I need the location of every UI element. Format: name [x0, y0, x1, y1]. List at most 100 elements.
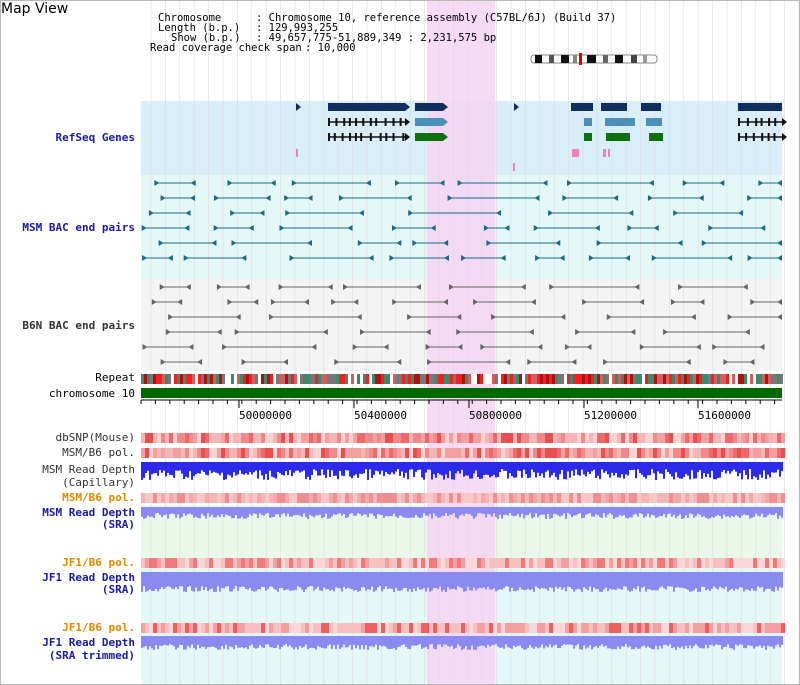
jf1-b6-pol-cell: [277, 623, 281, 633]
jf1-b6-pol-cell: [621, 623, 625, 633]
jf1-sra-depth: [419, 572, 421, 590]
track-label-msm-depth-capillary[interactable]: MSM Read Depth: [42, 463, 135, 476]
msm-capillary-depth: [419, 462, 421, 470]
repeat-element: [753, 374, 756, 384]
msm-sra-depth: [765, 507, 767, 518]
gene-arrow: [514, 103, 519, 111]
msm-capillary-depth: [151, 462, 153, 475]
repeat-element: [255, 374, 258, 384]
jf1-b6-pol-cell: [209, 558, 213, 568]
jf1-b6-pol-cell: [493, 623, 497, 633]
msm-capillary-depth: [489, 462, 491, 478]
show-label: Show (b.p.): [171, 32, 241, 44]
track-label-refseq[interactable]: RefSeq Genes: [55, 131, 135, 144]
jf1-trimmed-depth: [185, 636, 187, 650]
jf1-b6-pol-cell: [445, 558, 449, 568]
repeat-element: [738, 374, 741, 384]
track-label-jf1-depth-sra[interactable]: JF1 Read Depth: [42, 571, 135, 584]
msm-sra-depth: [775, 507, 777, 514]
dbsnp-cell: [273, 433, 277, 443]
jf1-b6-pol-cell: [393, 623, 397, 633]
gene-block: [584, 118, 592, 126]
track-label-jf1-b6-pol-2[interactable]: JF1/B6 pol.: [62, 621, 135, 634]
msm-capillary-depth: [329, 462, 331, 477]
msm-capillary-depth: [271, 462, 273, 477]
repeat-element: [462, 374, 465, 384]
repeat-element: [708, 374, 711, 384]
jf1-sra-depth: [259, 572, 261, 590]
jf1-trimmed-depth: [657, 636, 659, 650]
dbsnp-cell: [189, 433, 193, 443]
msm-capillary-depth: [469, 462, 471, 479]
track-label-msm-b6-pol-2[interactable]: MSM/B6 pol.: [62, 491, 135, 504]
msm-capillary-depth: [385, 462, 387, 473]
jf1-sra-depth: [737, 572, 739, 590]
jf1-trimmed-depth: [563, 636, 565, 645]
jf1-b6-pol-cell: [593, 558, 597, 568]
jf1-trimmed-depth: [193, 636, 195, 649]
jf1-trimmed-depth: [503, 636, 505, 649]
bac-end: [535, 255, 541, 261]
jf1-trimmed-depth: [331, 636, 333, 649]
dbsnp-cell: [757, 433, 761, 443]
dbsnp-cell: [361, 433, 365, 443]
jf1-trimmed-depth: [459, 636, 461, 647]
jf1-b6-pol-cell: [485, 623, 489, 633]
jf1-trimmed-depth: [583, 636, 585, 646]
bac-end: [415, 284, 421, 290]
msm-capillary-depth: [189, 462, 191, 472]
jf1-b6-pol-cell: [661, 558, 665, 568]
jf1-trimmed-depth: [277, 636, 279, 645]
jf1-trimmed-depth: [693, 636, 695, 647]
dbsnp-cell: [661, 433, 665, 443]
dbsnp-cell: [337, 433, 341, 443]
jf1-trimmed-depth: [711, 636, 713, 645]
bac-end: [235, 314, 241, 320]
msm-sra-depth: [461, 507, 463, 515]
track-label-dbsnp[interactable]: dbSNP(Mouse): [55, 431, 135, 444]
msm-capillary-depth: [323, 462, 325, 475]
bac-end: [639, 299, 645, 305]
track-label-jf1-depth-trimmed[interactable]: JF1 Read Depth: [42, 636, 135, 649]
bac-end: [760, 225, 766, 231]
jf1-trimmed-depth: [173, 636, 175, 647]
msm-b6-pol-cell: [161, 448, 165, 458]
msm-sra-depth: [611, 507, 613, 515]
repeat-element: [495, 374, 498, 384]
track-label-b6n-bac[interactable]: B6N BAC end pairs: [22, 319, 135, 332]
jf1-sra-depth: [407, 572, 409, 592]
jf1-sra-depth: [643, 572, 645, 587]
jf1-b6-pol-cell: [669, 558, 673, 568]
msm-b6-pol-cell: [613, 448, 617, 458]
chromosome-ideogram[interactable]: [529, 53, 661, 65]
jf1-trimmed-depth: [413, 636, 415, 646]
msm-b6-pol-cell: [433, 493, 437, 503]
track-label-msm-bac[interactable]: MSM BAC end pairs: [22, 221, 135, 234]
msm-sra-depth: [301, 507, 303, 518]
jf1-trimmed-depth: [161, 636, 163, 647]
dbsnp-cell: [253, 433, 257, 443]
track-label-msm-depth-sra[interactable]: MSM Read Depth: [42, 506, 135, 519]
msm-b6-pol-cell: [465, 493, 469, 503]
jf1-b6-pol-cell: [721, 558, 725, 568]
msm-b6-pol-cell: [505, 448, 509, 458]
bac-end: [744, 329, 750, 335]
jf1-trimmed-depth: [289, 636, 291, 646]
repeat-element: [228, 374, 231, 384]
jf1-b6-pol-cell: [585, 558, 589, 568]
dbsnp-cell: [549, 433, 553, 443]
jf1-b6-pol-cell: [297, 623, 301, 633]
jf1-sra-depth: [191, 572, 193, 591]
jf1-sra-depth: [757, 572, 759, 587]
jf1-trimmed-depth: [259, 636, 261, 646]
bac-end: [289, 255, 295, 261]
show-value: : 49,657,775-51,889,349 : 2,231,575 bp: [256, 32, 497, 44]
repeat-element: [399, 374, 402, 384]
track-label-jf1-b6-pol-1[interactable]: JF1/B6 pol.: [62, 556, 135, 569]
msm-capillary-depth: [145, 462, 147, 474]
msm-b6-pol-cell: [181, 493, 185, 503]
repeat-element: [342, 374, 345, 384]
jf1-b6-pol-cell: [305, 623, 309, 633]
track-label-msm-b6-pol-1[interactable]: MSM/B6 pol.: [62, 446, 135, 459]
